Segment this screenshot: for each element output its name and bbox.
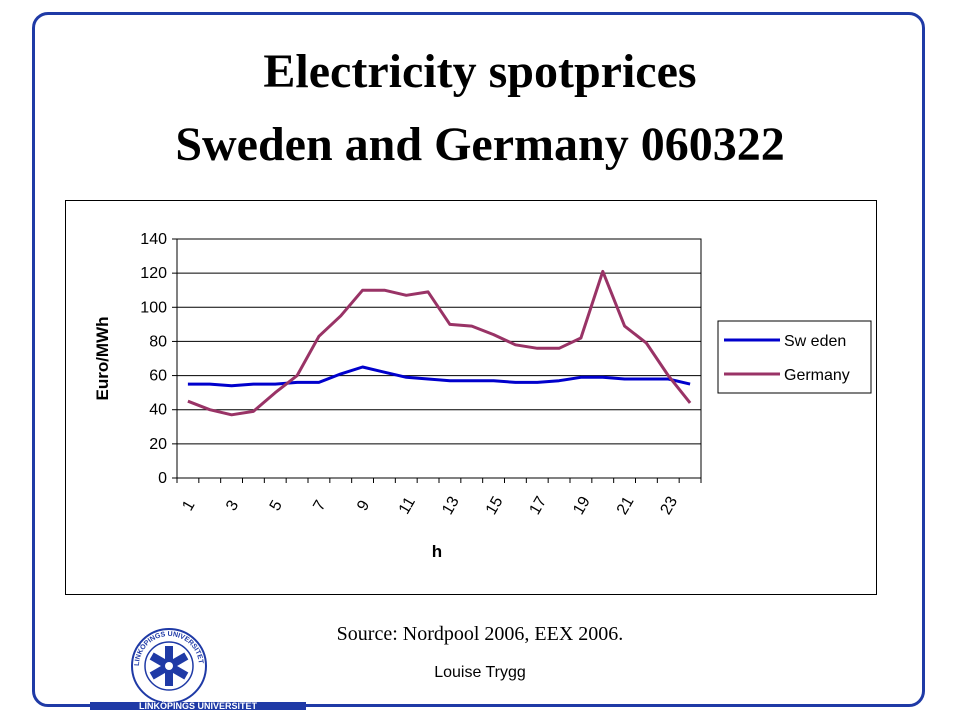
slide-title-line-2: Sweden and Germany 060322 [175, 118, 785, 171]
y-tick-label: 0 [158, 470, 167, 487]
source-note: Source: Nordpool 2006, EEX 2006. [336, 623, 624, 645]
legend-label: Sw eden [784, 333, 846, 350]
linkoping-university-logo-icon: LINKÖPINGS UNIVERSITET LINKÖPINGS UNIVER… [90, 628, 306, 711]
series-lines [187, 269, 692, 417]
y-axis-ticks: 0 20 40 60 80 100 120 140 [140, 231, 177, 487]
slide-title-line-1: Electricity spotprices [263, 45, 697, 98]
x-axis-ticks: 1 3 5 7 9 11 13 15 17 19 21 23 [176, 478, 702, 518]
x-axis-title: h [432, 542, 442, 561]
y-tick-label: 20 [149, 436, 167, 453]
x-tick-label: 15 [483, 494, 507, 518]
y-tick-label: 80 [149, 333, 167, 350]
x-tick-label: 5 [267, 498, 286, 514]
legend: Sw eden Germany [717, 320, 872, 394]
series-line-germany [187, 269, 692, 417]
plot-area-border [176, 238, 702, 479]
y-tick-label: 140 [140, 231, 167, 248]
x-tick-label: 1 [179, 498, 198, 514]
x-tick-label: 7 [310, 498, 329, 514]
y-tick-label: 60 [149, 368, 167, 385]
y-tick-label: 100 [140, 299, 167, 316]
legend-box [717, 320, 872, 394]
gridlines [177, 238, 701, 445]
y-tick-label: 40 [149, 402, 167, 419]
x-tick-label: 9 [354, 498, 373, 514]
author-name: Louise Trygg [434, 664, 526, 681]
x-tick-label: 19 [570, 494, 594, 518]
university-logo: LINKÖPINGS UNIVERSITET LINKÖPINGS UNIVER… [88, 626, 308, 711]
logo-wordmark: LINKÖPINGS UNIVERSITET [139, 701, 258, 710]
x-tick-label: 11 [396, 494, 419, 517]
y-tick-label: 120 [140, 265, 167, 282]
chart-area: 0 20 40 60 80 100 120 140 1 3 5 7 9 11 13 15 17 19 21 23 E… [65, 200, 877, 595]
x-tick-label: 23 [658, 494, 682, 518]
x-tick-label: 21 [614, 494, 638, 518]
x-tick-label: 13 [439, 494, 463, 518]
legend-label: Germany [784, 367, 850, 384]
x-tick-label: 3 [223, 498, 242, 514]
slide-frame [32, 12, 925, 707]
y-axis-title: Euro/MWh [93, 316, 112, 400]
x-tick-label: 17 [527, 494, 551, 518]
series-line-sweden [187, 365, 691, 388]
